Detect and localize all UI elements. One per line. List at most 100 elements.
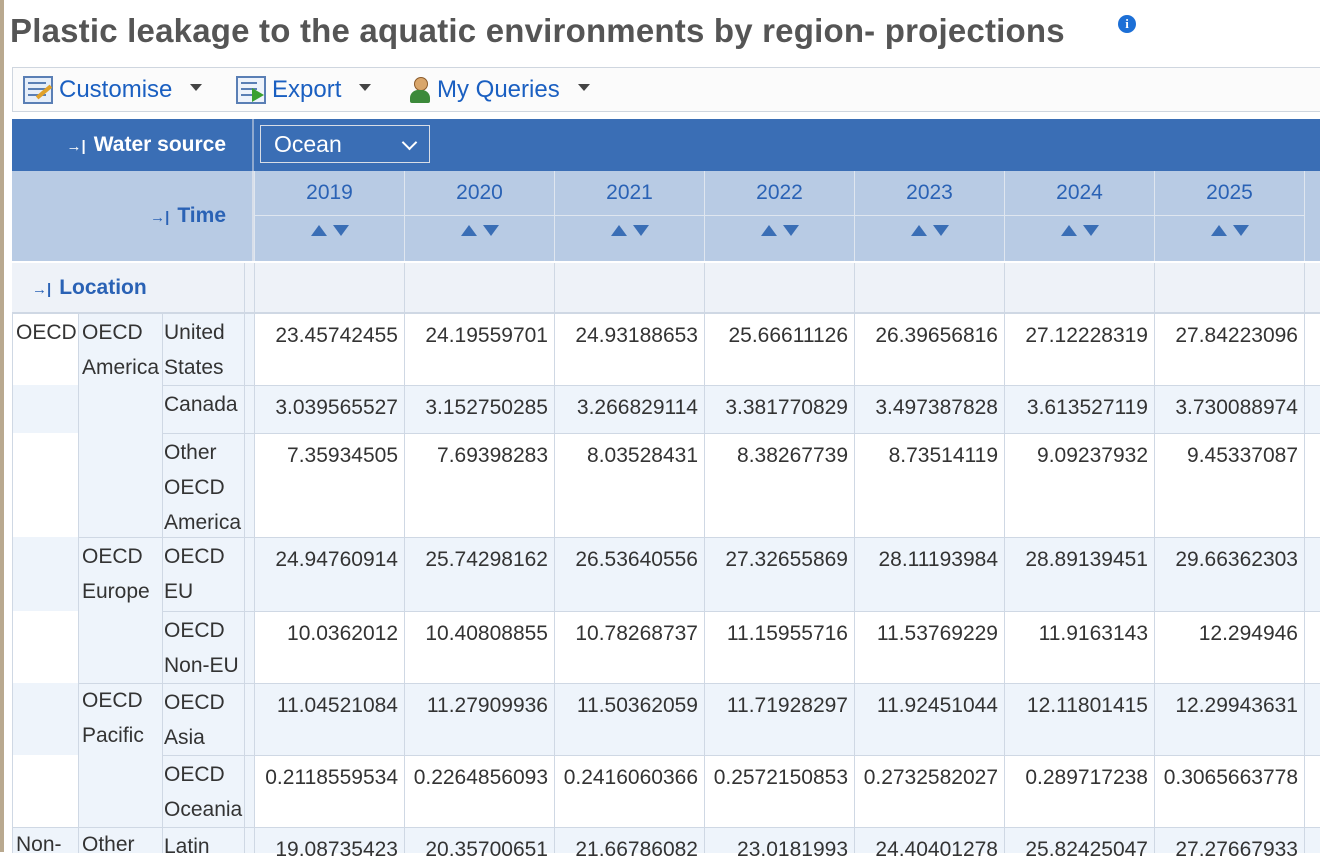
sort-descending-icon[interactable] xyxy=(1232,225,1249,236)
sort-descending-icon[interactable] xyxy=(332,225,349,236)
sort-ascending-icon[interactable] xyxy=(760,225,777,236)
year-column-header: 2020 xyxy=(404,171,554,261)
sort-ascending-icon[interactable] xyxy=(1060,225,1077,236)
sort-controls xyxy=(1155,223,1304,253)
year-label[interactable]: 2020 xyxy=(405,171,554,216)
sort-ascending-icon[interactable] xyxy=(310,225,327,236)
data-table: →| Water source Ocean →| Time 2019 2020 2021… xyxy=(12,119,1320,859)
column-divider xyxy=(554,263,555,313)
table-cell: 7.69398283 xyxy=(437,444,548,467)
column-divider xyxy=(1004,313,1005,853)
row-divider xyxy=(162,755,1320,756)
sort-ascending-icon[interactable] xyxy=(1210,225,1227,236)
water-source-select[interactable]: Ocean xyxy=(260,125,430,163)
pivot-arrow-icon: →| xyxy=(66,138,86,155)
year-label[interactable]: 2025 xyxy=(1155,171,1304,216)
time-header[interactable]: →| Time xyxy=(12,171,254,261)
year-label[interactable]: 2024 xyxy=(1005,171,1154,216)
pivot-arrow-icon: →| xyxy=(32,281,52,298)
export-icon xyxy=(236,76,266,104)
column-divider xyxy=(254,263,255,313)
table-cell: 11.53769229 xyxy=(876,622,998,645)
customise-menu[interactable]: Customise xyxy=(23,76,203,104)
my-queries-label: My Queries xyxy=(437,76,560,103)
table-cell: 0.2118559534 xyxy=(265,766,398,789)
column-divider xyxy=(244,313,245,853)
table-cell: 0.2572150853 xyxy=(713,766,848,789)
table-cell: 10.40808855 xyxy=(425,622,548,645)
sort-descending-icon[interactable] xyxy=(1082,225,1099,236)
row-label: Other OECD America xyxy=(164,441,242,534)
my-queries-menu[interactable]: My Queries xyxy=(409,76,590,104)
year-label[interactable]: 2019 xyxy=(255,171,404,216)
row-band xyxy=(12,827,1320,853)
row-divider xyxy=(162,611,1320,612)
column-divider xyxy=(704,313,705,853)
time-label: Time xyxy=(177,204,226,227)
table-cell: 21.66786082 xyxy=(575,838,698,859)
sort-ascending-icon[interactable] xyxy=(460,225,477,236)
table-cell: 11.15955716 xyxy=(726,622,848,645)
table-cell: 11.92451044 xyxy=(876,694,998,717)
export-menu[interactable]: Export xyxy=(236,76,372,104)
table-cell: 0.3065663778 xyxy=(1163,766,1298,789)
table-cell: 9.45337087 xyxy=(1187,444,1298,467)
sort-descending-icon[interactable] xyxy=(482,225,499,236)
group-non-oecd: Non- xyxy=(16,833,62,856)
time-row: →| Time 2019 2020 2021 2022 2023 2024 2025 xyxy=(12,171,1320,261)
row-label: OECD EU xyxy=(164,545,225,603)
table-cell: 28.11193984 xyxy=(878,548,998,571)
table-cell: 23.0181993 xyxy=(737,838,848,859)
chevron-down-icon xyxy=(401,134,418,151)
page-title: Plastic leakage to the aquatic environme… xyxy=(10,12,1065,49)
group-oecd: OECD xyxy=(16,321,77,344)
table-cell: 11.50362059 xyxy=(576,694,698,717)
sort-ascending-icon[interactable] xyxy=(610,225,627,236)
water-source-value: Ocean xyxy=(274,131,342,157)
sort-descending-icon[interactable] xyxy=(632,225,649,236)
row-divider xyxy=(162,385,1320,386)
table-cell: 0.2732582027 xyxy=(863,766,998,789)
group-other: Other xyxy=(82,833,135,856)
pivot-arrow-icon: →| xyxy=(150,209,170,226)
chevron-down-icon xyxy=(577,83,590,91)
sort-descending-icon[interactable] xyxy=(782,225,799,236)
column-divider xyxy=(162,313,163,853)
table-cell: 8.03528431 xyxy=(587,444,698,467)
row-band xyxy=(12,537,1320,611)
column-divider xyxy=(1154,263,1155,313)
column-divider xyxy=(854,313,855,853)
year-label[interactable]: 2022 xyxy=(705,171,854,216)
year-column-header: 2024 xyxy=(1004,171,1154,261)
location-row: →| Location xyxy=(12,263,1320,313)
table-cell: 9.09237932 xyxy=(1037,444,1148,467)
year-column-header: 2022 xyxy=(704,171,854,261)
user-icon xyxy=(409,76,431,104)
table-cell: 26.39656816 xyxy=(875,324,998,347)
column-divider xyxy=(404,313,405,853)
year-column-header: 2023 xyxy=(854,171,1004,261)
table-cell: 19.08735423 xyxy=(275,838,398,859)
sort-controls xyxy=(255,223,404,253)
info-icon[interactable]: i xyxy=(1118,15,1136,33)
water-source-header[interactable]: →| Water source xyxy=(12,119,254,171)
table-cell: 24.40401278 xyxy=(875,838,998,859)
title-bar: Plastic leakage to the aquatic environme… xyxy=(10,12,1065,58)
row-band xyxy=(12,683,1320,755)
year-label[interactable]: 2021 xyxy=(555,171,704,216)
location-header[interactable]: →| Location xyxy=(32,263,147,315)
chevron-down-icon xyxy=(359,83,372,91)
chevron-down-icon xyxy=(190,83,203,91)
table-cell: 24.94760914 xyxy=(275,548,398,571)
table-cell: 25.66611126 xyxy=(728,324,848,347)
column-divider xyxy=(244,263,245,313)
water-source-row: →| Water source Ocean xyxy=(12,119,1320,171)
sort-ascending-icon[interactable] xyxy=(910,225,927,236)
column-divider xyxy=(1304,313,1305,853)
sort-descending-icon[interactable] xyxy=(932,225,949,236)
window-edge xyxy=(0,0,4,852)
year-label[interactable]: 2023 xyxy=(855,171,1004,216)
table-cell: 20.35700651 xyxy=(425,838,548,859)
table-cell: 3.497387828 xyxy=(875,396,998,419)
sort-controls xyxy=(405,223,554,253)
